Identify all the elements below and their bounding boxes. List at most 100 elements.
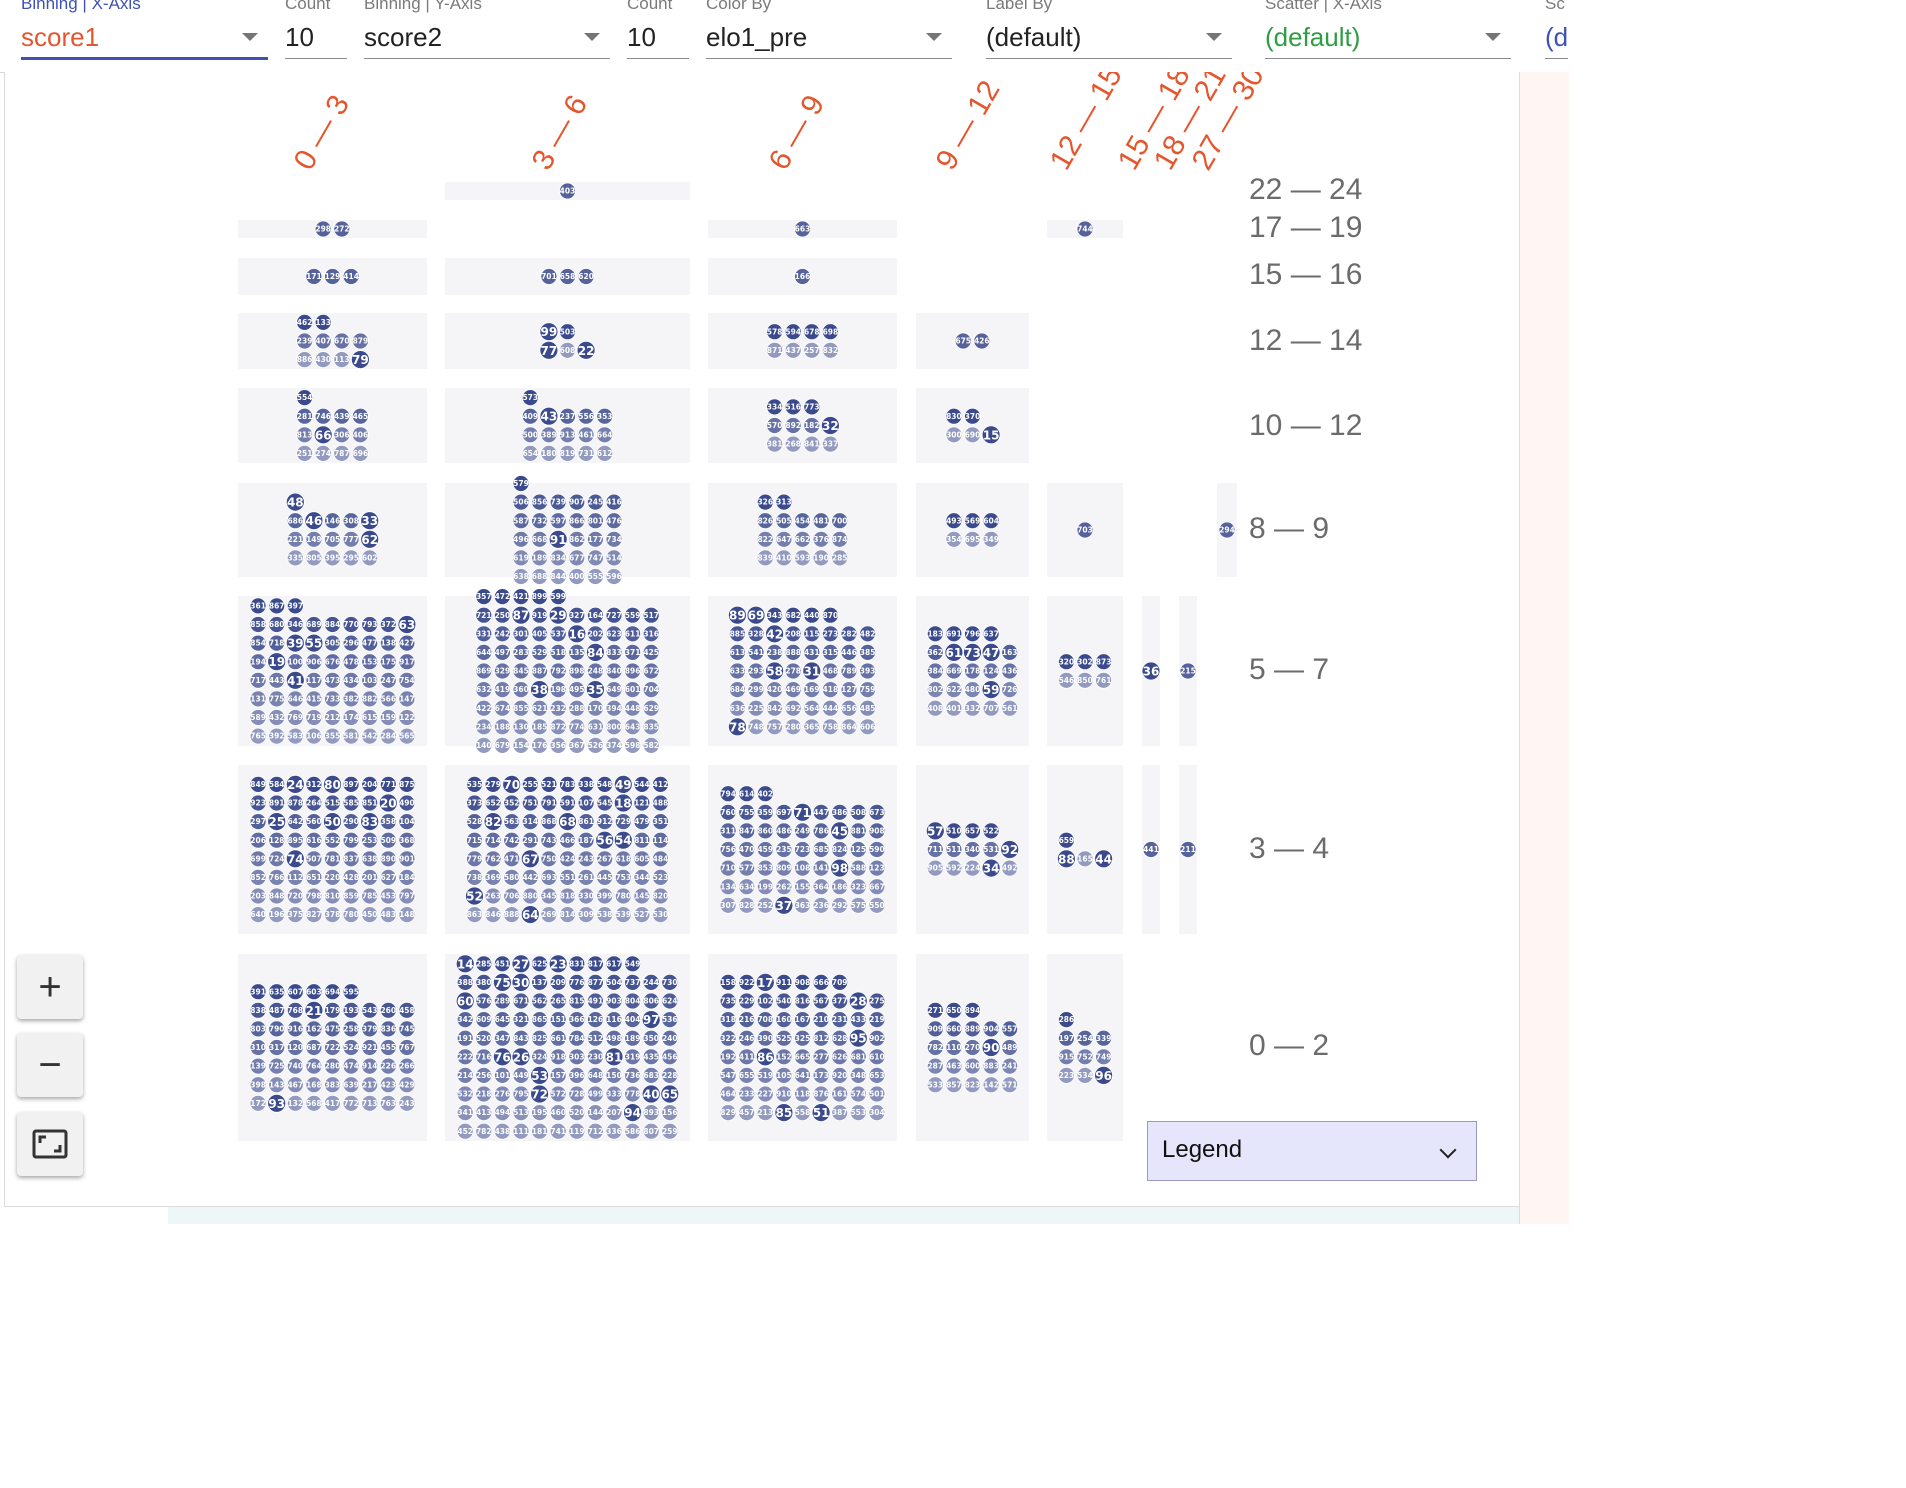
data-point[interactable]: 69: [746, 605, 766, 625]
facet-cell[interactable]: 215: [1179, 596, 1197, 746]
data-point[interactable]: 355: [324, 727, 341, 745]
data-point[interactable]: 640: [249, 906, 267, 923]
data-point[interactable]: 536: [661, 1011, 679, 1028]
data-point[interactable]: 764: [305, 1057, 323, 1075]
data-point[interactable]: 228: [661, 1067, 679, 1084]
data-point[interactable]: 295: [342, 549, 360, 567]
data-point[interactable]: 513: [512, 1104, 530, 1121]
data-point[interactable]: 29: [548, 605, 568, 625]
data-point[interactable]: 719: [305, 709, 323, 726]
data-point[interactable]: 436: [1001, 662, 1019, 680]
data-point[interactable]: 162: [305, 1020, 323, 1038]
data-point[interactable]: 33: [360, 511, 380, 531]
data-point[interactable]: 225: [747, 699, 765, 717]
data-point[interactable]: 880: [521, 887, 539, 905]
data-point[interactable]: 351: [652, 813, 669, 830]
data-point[interactable]: 79: [350, 350, 370, 370]
data-point[interactable]: 231: [831, 1011, 849, 1028]
data-point[interactable]: 743: [540, 831, 558, 849]
data-point[interactable]: 400: [568, 568, 586, 585]
data-point[interactable]: 901: [398, 850, 416, 868]
data-point[interactable]: 289: [493, 992, 511, 1010]
data-point[interactable]: 327: [568, 606, 586, 624]
data-point[interactable]: 727: [605, 606, 623, 624]
data-point[interactable]: 631: [587, 718, 604, 736]
data-point[interactable]: 531: [982, 841, 1000, 858]
data-point[interactable]: 623: [605, 625, 623, 643]
data-point[interactable]: 139: [249, 1057, 267, 1075]
data-point[interactable]: 16: [567, 624, 587, 644]
data-point[interactable]: 852: [249, 869, 267, 886]
data-point[interactable]: 447: [812, 803, 830, 821]
data-point[interactable]: 700: [831, 512, 849, 530]
data-point[interactable]: 786: [812, 822, 830, 840]
data-point[interactable]: 14: [455, 954, 475, 974]
data-point[interactable]: 279: [484, 776, 502, 793]
data-point[interactable]: 307: [719, 896, 737, 914]
data-point[interactable]: 766: [268, 869, 286, 886]
data-point[interactable]: 877: [587, 974, 604, 991]
data-point[interactable]: 245: [587, 493, 604, 511]
data-point[interactable]: 60: [455, 991, 475, 1011]
data-point[interactable]: 542: [361, 727, 379, 745]
scatter-y-select[interactable]: Sc (d: [1545, 0, 1568, 62]
data-point[interactable]: 804: [624, 992, 641, 1010]
data-point[interactable]: 586: [624, 1122, 641, 1140]
data-point[interactable]: 282: [840, 625, 858, 643]
data-point[interactable]: 490: [398, 794, 416, 812]
data-point[interactable]: 312: [305, 776, 323, 793]
data-point[interactable]: 673: [868, 803, 886, 821]
data-point[interactable]: 267: [596, 850, 614, 868]
data-point[interactable]: 233: [738, 1085, 756, 1103]
data-point[interactable]: 424: [559, 850, 576, 868]
data-point[interactable]: 242: [493, 625, 511, 643]
data-point[interactable]: 249: [794, 822, 811, 840]
data-point[interactable]: 274: [314, 444, 332, 462]
data-point[interactable]: 651: [305, 869, 323, 886]
data-point[interactable]: 914: [361, 1057, 379, 1075]
data-point[interactable]: 818: [559, 887, 576, 905]
data-point[interactable]: 311: [719, 822, 737, 840]
data-point[interactable]: 251: [296, 444, 314, 462]
data-point[interactable]: 266: [398, 1057, 416, 1075]
data-point[interactable]: 234: [475, 718, 493, 736]
data-point[interactable]: 688: [531, 568, 548, 585]
data-point[interactable]: 173: [812, 1067, 830, 1084]
data-point[interactable]: 292: [831, 896, 849, 914]
data-point[interactable]: 784: [568, 1029, 586, 1047]
data-point[interactable]: 430: [314, 351, 332, 369]
data-point[interactable]: 558: [794, 1104, 811, 1121]
data-point[interactable]: 845: [512, 662, 530, 680]
data-point[interactable]: 122: [398, 709, 416, 726]
data-point[interactable]: 820: [652, 887, 669, 905]
data-point[interactable]: 653: [868, 1067, 886, 1084]
data-point[interactable]: 706: [503, 887, 521, 905]
data-point[interactable]: 780: [614, 887, 632, 905]
data-point[interactable]: 771: [379, 776, 397, 793]
data-point[interactable]: 317: [268, 1039, 286, 1056]
data-point[interactable]: 609: [475, 1011, 493, 1028]
data-point[interactable]: 468: [822, 662, 839, 680]
data-point[interactable]: 713: [361, 1094, 379, 1112]
data-point[interactable]: 110: [945, 1039, 963, 1056]
data-point[interactable]: 889: [964, 1020, 981, 1038]
data-point[interactable]: 670: [333, 332, 351, 350]
data-point[interactable]: 276: [493, 1085, 511, 1103]
data-point[interactable]: 214: [456, 1067, 474, 1084]
data-point[interactable]: 18: [613, 793, 633, 813]
data-point[interactable]: 923: [249, 794, 267, 812]
data-point[interactable]: 357: [475, 588, 493, 605]
data-point[interactable]: 44: [1094, 849, 1113, 869]
data-point[interactable]: 66: [313, 425, 333, 445]
data-point[interactable]: 83: [360, 812, 380, 831]
data-point[interactable]: 589: [249, 709, 267, 726]
data-point[interactable]: 724: [268, 850, 286, 868]
data-point[interactable]: 709: [831, 974, 849, 991]
data-point[interactable]: 514: [605, 549, 623, 567]
data-point[interactable]: 151: [549, 1011, 567, 1028]
data-point[interactable]: 128: [268, 831, 286, 849]
data-point[interactable]: 365: [803, 718, 821, 736]
data-point[interactable]: 466: [559, 831, 576, 849]
data-point[interactable]: 178: [964, 662, 981, 680]
